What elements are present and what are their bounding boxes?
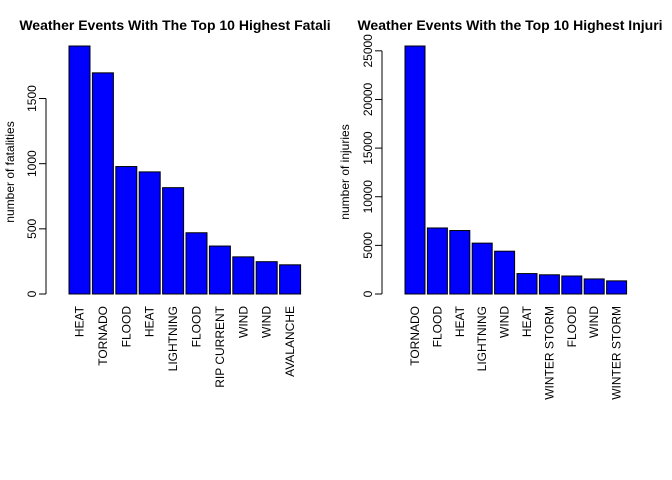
y-tick-label: 15000 — [361, 131, 375, 165]
bar-group — [68, 45, 302, 295]
bar — [404, 45, 426, 295]
bar — [561, 275, 583, 295]
x-tick-label: LIGHTNING — [166, 306, 180, 371]
y-tick-label: 1000 — [25, 150, 39, 177]
x-tick-label: WINTER STORM — [542, 306, 556, 400]
bar — [471, 242, 493, 295]
x-tick-labels: HEAT TORNADO FLOOD HEAT LIGHTNING FLOOD RIP CU… — [73, 305, 298, 387]
y-axis-label: number of injuries — [338, 124, 352, 219]
y-tick-label: 25000 — [361, 34, 375, 68]
chart-title: Weather Events With The Top 10 Highest F… — [19, 17, 330, 33]
fatalities-chart: Weather Events With The Top 10 Highest F… — [3, 17, 331, 388]
x-tick-label: WIND — [587, 306, 601, 338]
y-tick-label: 1500 — [25, 85, 39, 112]
bar — [538, 274, 560, 295]
bar — [162, 187, 185, 295]
bar — [606, 280, 628, 295]
y-axis: 0 5000 10000 15000 20000 25000 — [361, 34, 383, 297]
x-tick-label: AVALANCHE — [283, 306, 297, 377]
x-tick-label: WINTER STORM — [610, 306, 624, 400]
bar — [232, 256, 255, 295]
x-tick-label: FLOOD — [430, 306, 444, 348]
x-tick-label: RIP CURRENT — [213, 305, 227, 387]
bar — [208, 245, 231, 295]
y-axis: 0 500 1000 1500 — [25, 85, 47, 297]
x-tick-label: HEAT — [73, 305, 87, 337]
y-tick-label: 0 — [25, 290, 39, 297]
bar — [583, 278, 605, 295]
y-tick-label: 20000 — [361, 82, 375, 116]
x-tick-label: LIGHTNING — [475, 306, 489, 371]
chart-title: Weather Events With the Top 10 Highest I… — [357, 17, 662, 33]
y-tick-label: 5000 — [361, 232, 375, 259]
x-tick-label: WIND — [498, 306, 512, 338]
x-tick-label: TORNADO — [408, 306, 422, 366]
x-tick-label: FLOOD — [565, 306, 579, 348]
x-tick-label: HEAT — [453, 305, 467, 337]
x-tick-label: TORNADO — [96, 306, 110, 366]
x-tick-labels: TORNADO FLOOD HEAT LIGHTNING WIND HEAT WINTER … — [408, 305, 624, 399]
bar — [516, 273, 538, 295]
bar — [115, 166, 138, 295]
bar — [138, 171, 161, 295]
x-tick-label: FLOOD — [119, 306, 133, 348]
bar — [68, 45, 91, 295]
bar — [185, 232, 208, 295]
x-tick-label: FLOOD — [190, 306, 204, 348]
bar — [449, 230, 471, 295]
injuries-chart: Weather Events With the Top 10 Highest I… — [338, 17, 663, 400]
x-tick-label: HEAT — [143, 305, 157, 337]
bar — [426, 227, 448, 295]
bar — [494, 250, 516, 295]
x-tick-label: WIND — [260, 306, 274, 338]
y-tick-label: 500 — [25, 219, 39, 239]
y-tick-label: 0 — [361, 290, 375, 297]
bar — [279, 264, 302, 295]
bar — [255, 261, 278, 295]
bar-group — [404, 45, 628, 295]
x-tick-label: WIND — [236, 306, 250, 338]
bar — [91, 72, 114, 295]
x-tick-label: HEAT — [520, 305, 534, 337]
y-tick-label: 10000 — [361, 180, 375, 214]
y-axis-label: number of fatalities — [3, 121, 17, 222]
